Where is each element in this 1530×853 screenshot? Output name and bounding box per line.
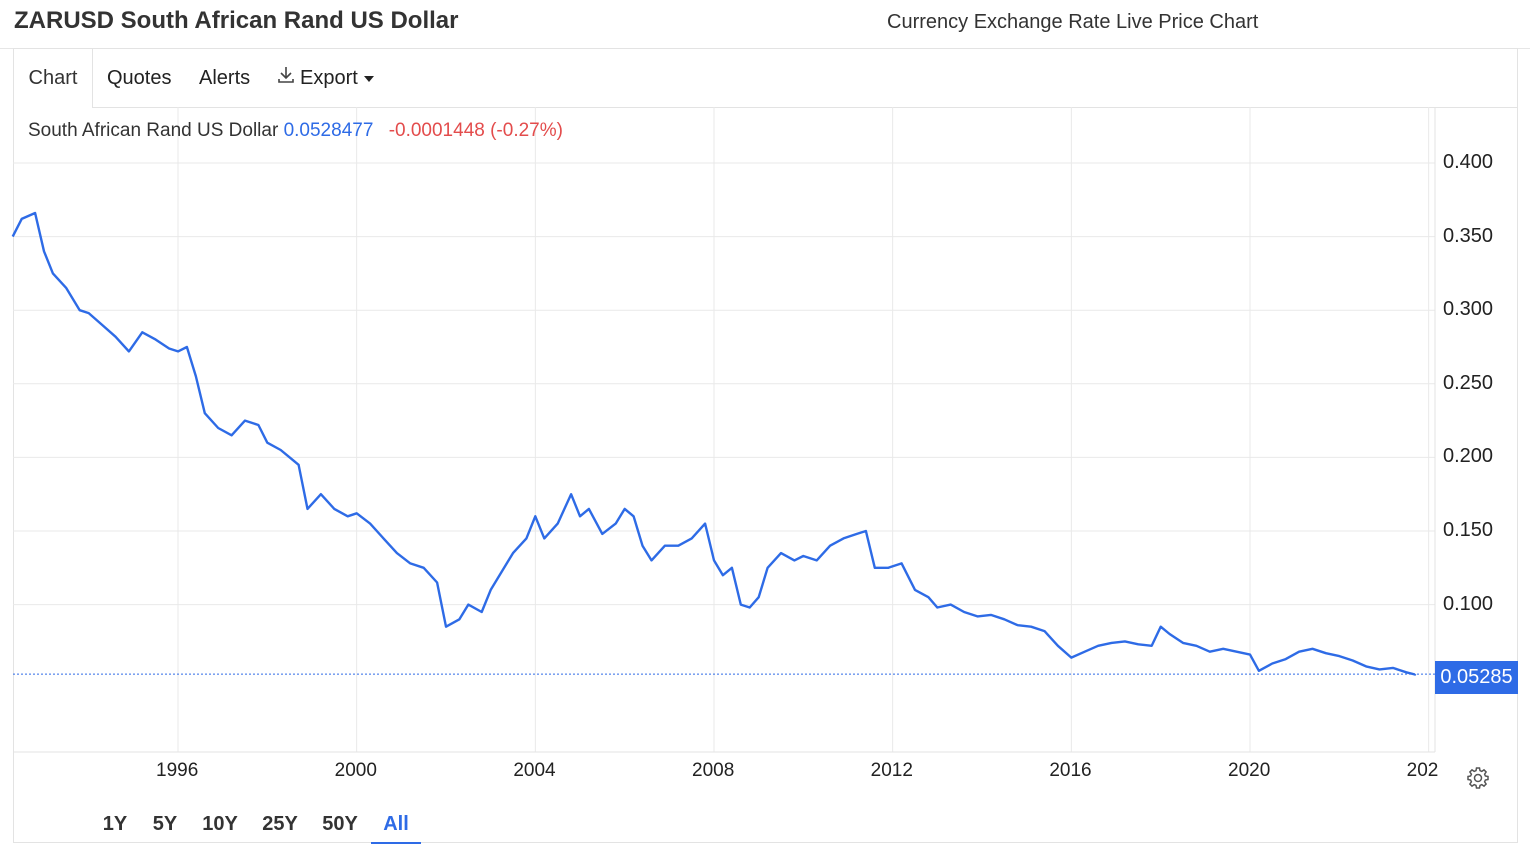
range-10y[interactable]: 10Y [202, 813, 238, 835]
range-50y[interactable]: 50Y [322, 813, 358, 835]
tab-quotes[interactable]: Quotes [107, 49, 171, 107]
range-all[interactable]: All [371, 806, 421, 844]
page-title: ZARUSD South African Rand US Dollar [14, 7, 459, 34]
gear-icon[interactable] [1466, 766, 1490, 790]
last-price-tag: 0.05285 [1435, 661, 1518, 694]
tab-quotes-label: Quotes [107, 67, 172, 89]
legend-series-name: South African Rand US Dollar [28, 120, 279, 141]
legend-last-value: 0.0528477 [283, 120, 374, 141]
range-25y[interactable]: 25Y [262, 813, 298, 835]
y-tick-label: 0.300 [1443, 298, 1494, 321]
x-tick-label: 2020 [1228, 760, 1271, 781]
tab-chart[interactable]: Chart [14, 49, 93, 108]
x-tick-label: 202 [1406, 760, 1439, 781]
chart-grid [13, 107, 1435, 752]
series-line-zarusd [11, 211, 1417, 676]
y-tick-label: 0.350 [1443, 224, 1494, 247]
y-tick-label: 0.150 [1443, 519, 1494, 541]
download-icon [276, 50, 296, 108]
y-tick-label: 0.400 [1443, 151, 1494, 173]
chevron-down-icon [363, 75, 374, 82]
tab-bar: Chart Quotes Alerts Export [14, 49, 1517, 108]
x-tick-label: 2004 [513, 760, 556, 781]
tab-alerts[interactable]: Alerts [199, 49, 250, 107]
legend-change: -0.0001448 (-0.27%) [388, 120, 563, 141]
range-1y[interactable]: 1Y [102, 813, 128, 835]
y-tick-label: 0.200 [1443, 445, 1494, 468]
page-subtitle: Currency Exchange Rate Live Price Chart [887, 11, 1259, 33]
tab-alerts-label: Alerts [199, 67, 251, 89]
range-5y[interactable]: 5Y [152, 813, 178, 835]
chart-widget: Chart Quotes Alerts Export [13, 48, 1518, 843]
x-tick-label: 1996 [156, 760, 199, 781]
tab-export[interactable]: Export [276, 49, 374, 107]
tab-chart-label: Chart [28, 67, 78, 89]
y-tick-label: 0.250 [1443, 371, 1494, 394]
x-tick-label: 2012 [870, 760, 913, 781]
y-tick-label: 0.100 [1443, 592, 1494, 615]
x-tick-label: 2000 [334, 760, 377, 781]
chart-legend: South African Rand US Dollar 0.0528477 -… [28, 120, 563, 142]
x-tick-label: 2016 [1049, 760, 1092, 781]
tab-export-label: Export [300, 67, 358, 89]
page-header: ZARUSD South African Rand US Dollar Curr… [0, 0, 1530, 49]
x-tick-label: 2008 [692, 760, 735, 781]
